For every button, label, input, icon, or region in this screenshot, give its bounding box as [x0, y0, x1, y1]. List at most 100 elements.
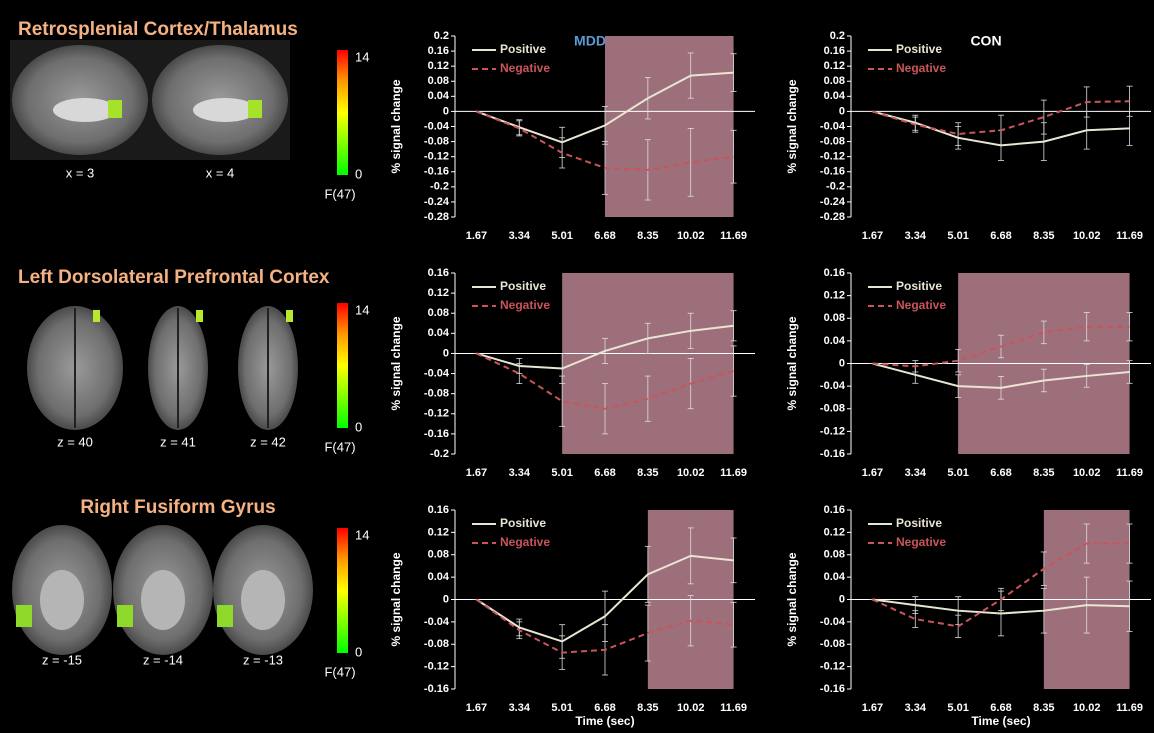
series-line [476, 352, 734, 410]
legend-label: Positive [500, 279, 546, 293]
y-tick-label: 0.12 [824, 60, 845, 72]
y-tick-label: 0.16 [428, 267, 449, 279]
slice-label: z = 41 [160, 434, 196, 449]
x-tick-label: 5.01 [947, 467, 968, 479]
series-line [872, 542, 1130, 628]
y-tick-label: 0.16 [428, 504, 449, 516]
brain-slice [213, 525, 313, 655]
x-tick-label: 10.02 [1073, 230, 1101, 242]
brain-slice [12, 525, 112, 655]
brain-slice [27, 306, 123, 430]
y-tick-label: 0.08 [428, 307, 449, 319]
x-tick-label: 3.34 [509, 702, 531, 714]
colorbar-min: 0 [355, 644, 362, 659]
x-tick-label: 1.67 [466, 230, 487, 242]
error-bar [955, 122, 962, 146]
legend-label: Negative [500, 298, 550, 312]
error-bar [1083, 312, 1090, 342]
x-tick-label: 10.02 [677, 467, 705, 479]
slice-image [141, 570, 185, 630]
y-tick-label: -0.16 [820, 448, 845, 460]
error-bar [730, 345, 737, 397]
brain-slice [238, 306, 298, 430]
x-tick-label: 5.01 [551, 230, 572, 242]
y-tick-label: 0.08 [428, 549, 449, 561]
y-tick-label: -0.08 [820, 638, 845, 650]
brain-slice [150, 40, 290, 160]
y-tick-label: -0.2 [430, 181, 449, 193]
x-tick-label: 11.69 [720, 230, 747, 242]
slice-image [40, 570, 84, 630]
x-tick-label: 8.35 [637, 230, 658, 242]
error-bar [730, 310, 737, 342]
legend-label: Positive [896, 279, 942, 293]
chart: -0.28 -0.24 -0.2 -0.16 -0.12 -0.08 -0.04 0 0.04 0… [785, 30, 1151, 242]
y-tick-label: 0.08 [824, 549, 845, 561]
chart-title: CON [970, 33, 1001, 49]
highlight-window [605, 36, 734, 217]
y-tick-label: 0.12 [428, 60, 449, 72]
x-tick-label: 10.02 [677, 230, 705, 242]
colorbar-max: 14 [355, 302, 369, 317]
x-tick-label: 6.68 [990, 467, 1011, 479]
y-tick-label: -0.08 [424, 388, 449, 400]
y-tick-label: -0.12 [424, 408, 449, 420]
chart-title: MDD [574, 33, 606, 49]
y-tick-label: -0.16 [820, 166, 845, 178]
y-tick-label: -0.2 [826, 181, 845, 193]
error-bar [687, 127, 694, 197]
y-tick-label: -0.16 [424, 683, 449, 695]
y-tick-label: 0.08 [824, 312, 845, 324]
y-tick-label: -0.08 [424, 638, 449, 650]
y-tick-label: -0.28 [820, 211, 845, 223]
x-tick-label: 3.34 [905, 702, 927, 714]
x-tick-label: 5.01 [947, 230, 968, 242]
y-tick-label: 0.04 [824, 571, 846, 583]
y-tick-label: -0.04 [424, 120, 450, 132]
x-axis-label: Time (sec) [575, 714, 634, 728]
legend-label: Positive [500, 42, 546, 56]
y-tick-label: 0.2 [830, 30, 845, 42]
error-bar [730, 53, 737, 92]
y-tick-label: 0.04 [428, 571, 450, 583]
y-tick-label: -0.04 [820, 120, 846, 132]
y-tick-label: 0.12 [824, 526, 845, 538]
y-tick-label: -0.28 [424, 211, 449, 223]
error-bar [955, 348, 962, 373]
y-tick-label: 0.16 [824, 267, 845, 279]
slice-label: x = 4 [206, 165, 235, 180]
slice-label: z = -15 [42, 652, 82, 667]
slice-image [241, 570, 285, 630]
slice-label: z = 42 [250, 434, 286, 449]
activation [217, 605, 233, 627]
y-tick-label: -0.16 [820, 683, 845, 695]
y-axis-label: % signal change [389, 316, 403, 410]
legend-label: Negative [896, 61, 946, 75]
y-tick-label: 0.16 [428, 45, 449, 57]
x-tick-label: 6.68 [594, 230, 615, 242]
legend-label: Negative [500, 535, 550, 549]
region-title: Retrosplenial Cortex/Thalamus [18, 19, 298, 40]
x-tick-label: 8.35 [637, 702, 658, 714]
slice-image [193, 98, 257, 122]
region-title: Left Dorsolateral Prefrontal Cortex [18, 267, 330, 288]
colorbar-max: 14 [355, 49, 369, 64]
colorbar [337, 528, 348, 653]
x-axis-label: Time (sec) [971, 714, 1030, 728]
error-bar [1040, 99, 1047, 135]
series-line [872, 598, 1130, 615]
y-tick-label: -0.12 [820, 661, 845, 673]
y-tick-label: -0.04 [820, 616, 846, 628]
x-tick-label: 8.35 [1033, 702, 1054, 714]
x-tick-label: 3.34 [509, 467, 531, 479]
x-tick-label: 3.34 [509, 230, 531, 242]
colorbar-min: 0 [355, 419, 362, 434]
colorbar-max: 14 [355, 527, 369, 542]
y-tick-label: -0.08 [424, 135, 449, 147]
slice-label: z = -13 [243, 652, 283, 667]
brain-slice [10, 40, 150, 160]
legend-label: Negative [896, 535, 946, 549]
y-tick-label: 0.08 [824, 75, 845, 87]
